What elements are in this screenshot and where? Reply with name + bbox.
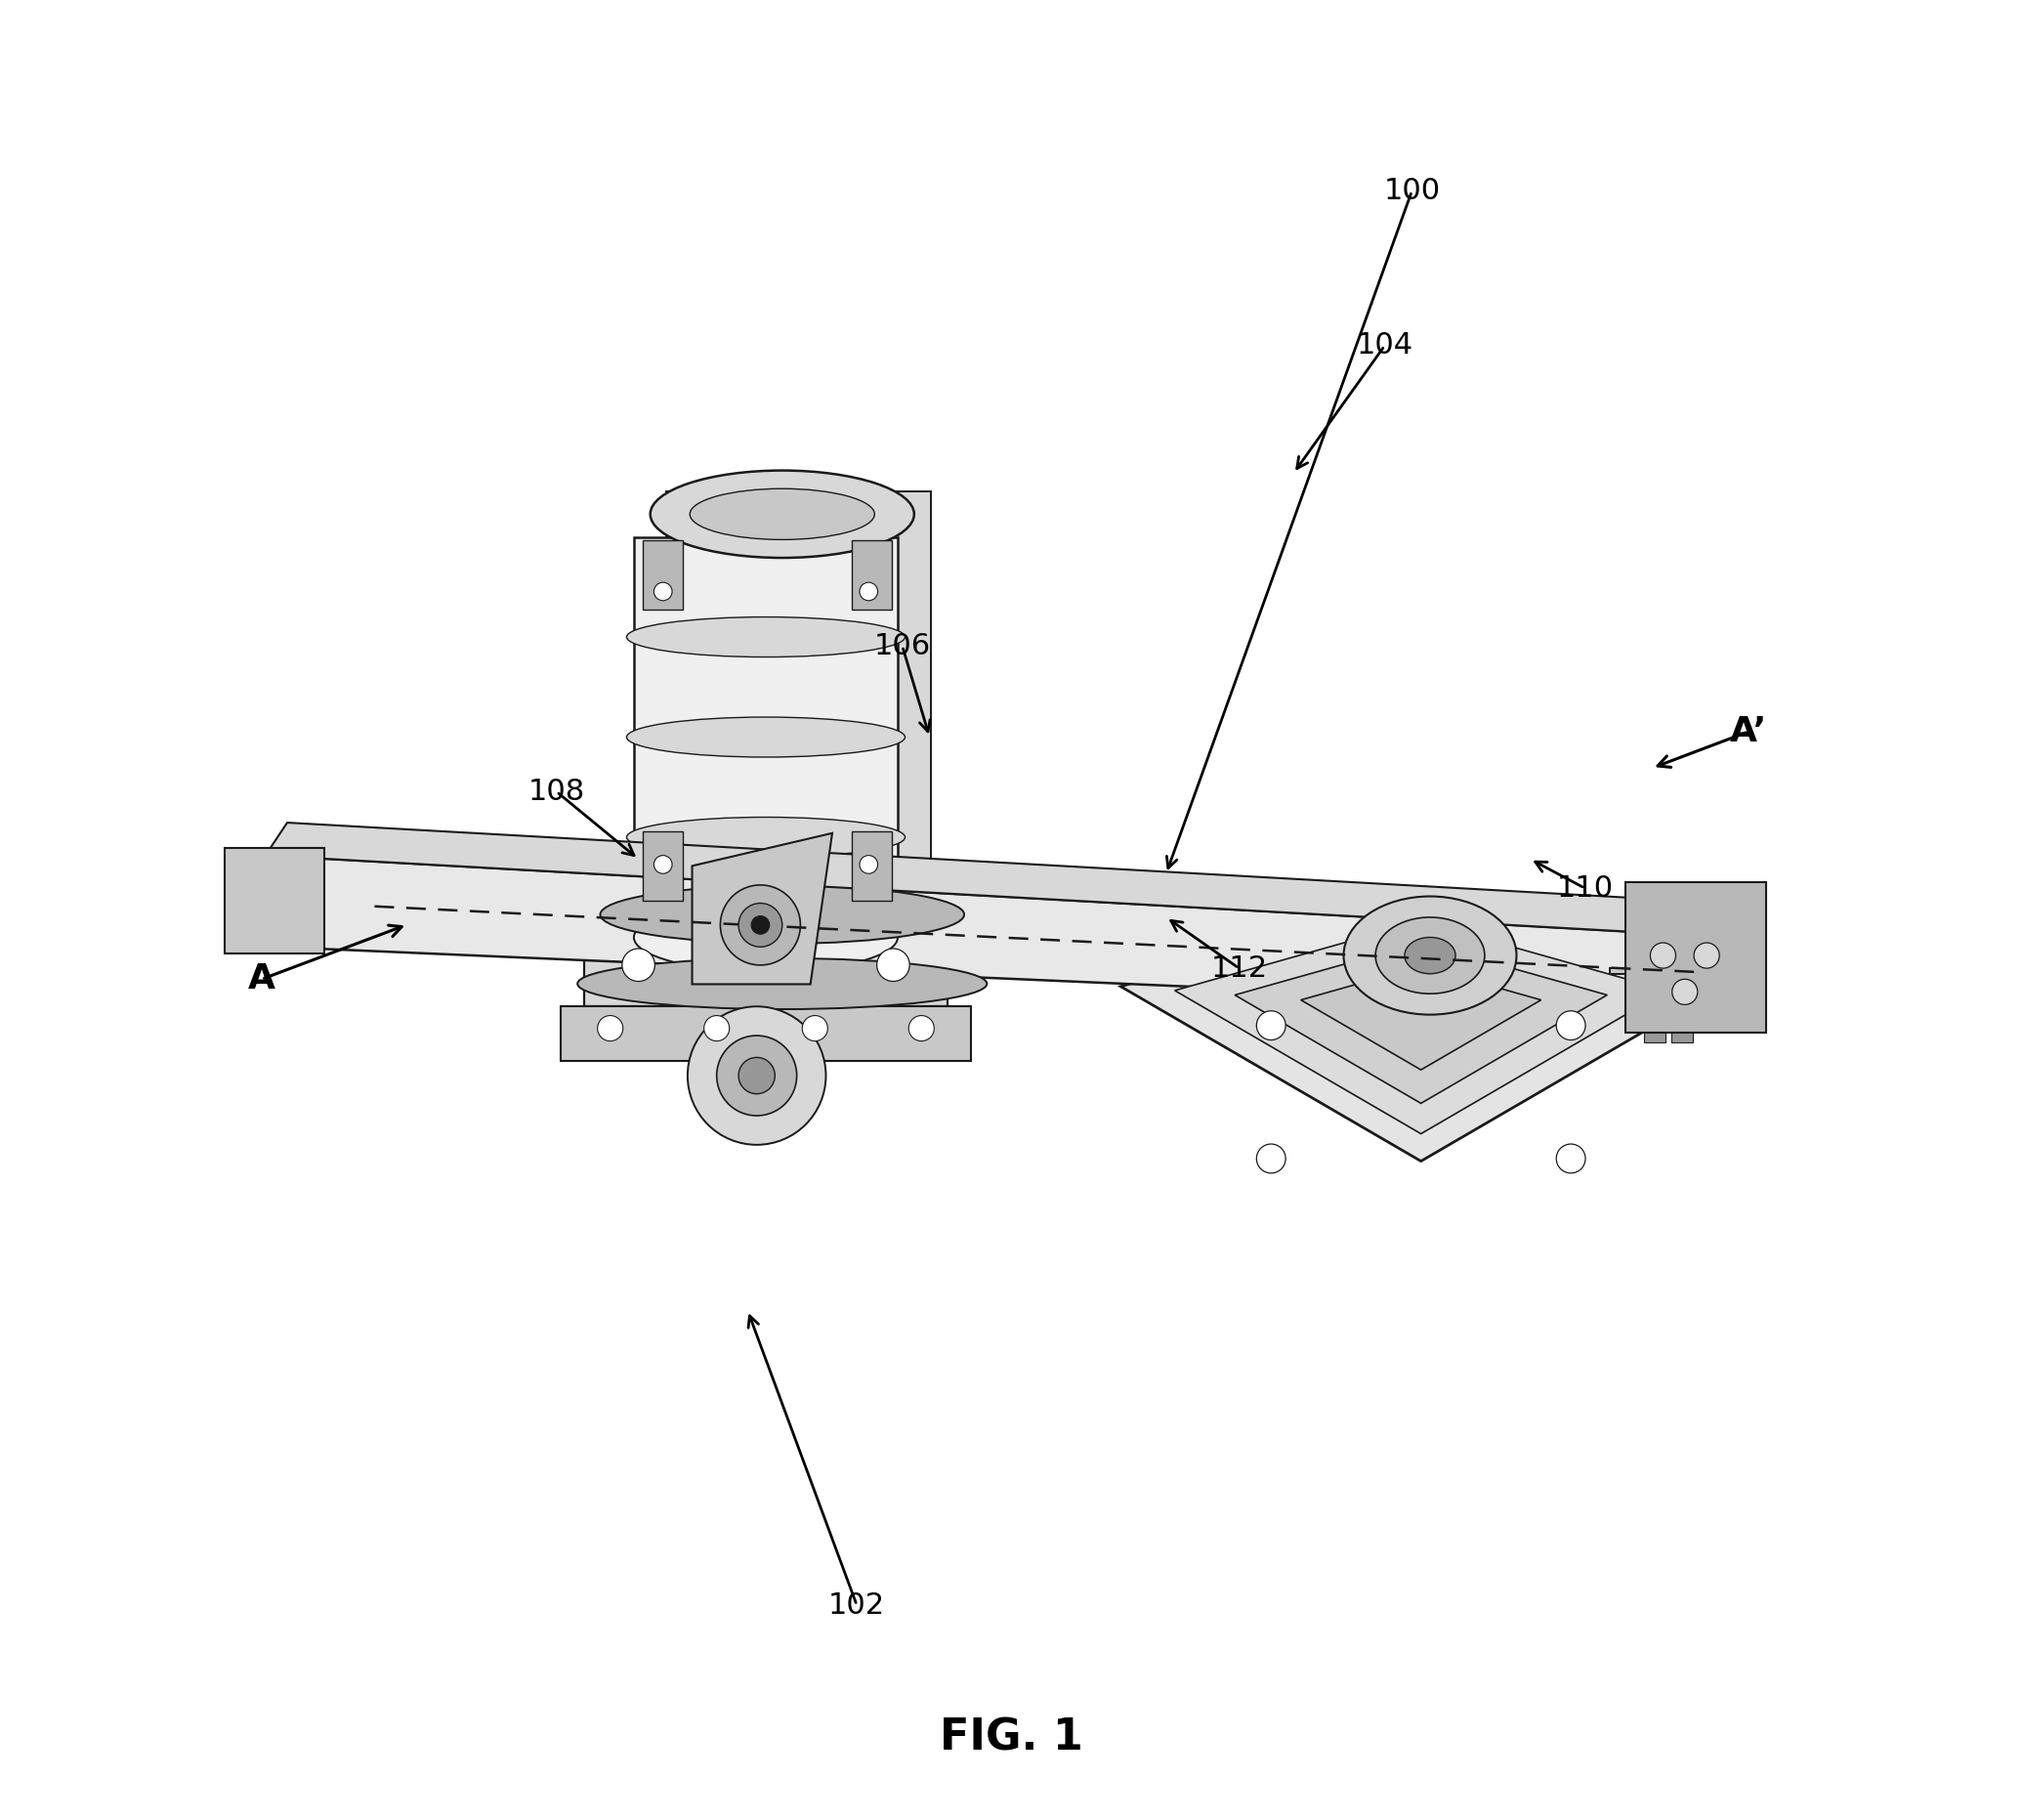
Text: FIG. 1: FIG. 1 — [941, 1716, 1082, 1760]
Ellipse shape — [1404, 937, 1455, 974]
Polygon shape — [668, 491, 931, 892]
Circle shape — [860, 582, 878, 601]
Ellipse shape — [649, 471, 914, 559]
Polygon shape — [1645, 1034, 1665, 1041]
Ellipse shape — [601, 886, 965, 943]
Ellipse shape — [1376, 917, 1485, 994]
Circle shape — [738, 903, 783, 946]
Circle shape — [716, 1036, 797, 1116]
Circle shape — [597, 1016, 623, 1041]
Text: 112: 112 — [1210, 954, 1266, 983]
Polygon shape — [1610, 968, 1651, 974]
Polygon shape — [265, 823, 1752, 937]
Ellipse shape — [627, 817, 904, 857]
Text: 100: 100 — [1384, 177, 1440, 206]
Ellipse shape — [627, 717, 904, 757]
Circle shape — [876, 948, 910, 981]
Circle shape — [688, 1006, 825, 1145]
Circle shape — [1651, 943, 1675, 968]
Text: 110: 110 — [1556, 874, 1612, 903]
Polygon shape — [560, 1006, 971, 1061]
Text: A’: A’ — [1730, 715, 1768, 748]
Circle shape — [1693, 943, 1720, 968]
Text: A: A — [249, 963, 275, 996]
Polygon shape — [1121, 901, 1722, 1161]
Polygon shape — [1626, 881, 1766, 1034]
Polygon shape — [585, 937, 949, 1006]
Circle shape — [720, 885, 801, 965]
Circle shape — [704, 1016, 730, 1041]
Polygon shape — [643, 541, 684, 610]
Circle shape — [1256, 1145, 1287, 1174]
Polygon shape — [692, 834, 831, 985]
Polygon shape — [852, 541, 892, 610]
Polygon shape — [1671, 1034, 1693, 1041]
Circle shape — [860, 855, 878, 874]
Text: 104: 104 — [1355, 331, 1412, 360]
Circle shape — [803, 1016, 827, 1041]
Circle shape — [738, 1057, 775, 1094]
Circle shape — [653, 582, 672, 601]
Circle shape — [1256, 1010, 1287, 1039]
Polygon shape — [1301, 966, 1542, 1070]
Ellipse shape — [690, 488, 874, 541]
Circle shape — [621, 948, 655, 981]
Text: 108: 108 — [528, 777, 585, 806]
Ellipse shape — [1343, 895, 1517, 1016]
Ellipse shape — [577, 957, 987, 1008]
Polygon shape — [1175, 921, 1667, 1134]
Polygon shape — [643, 832, 684, 901]
Polygon shape — [225, 848, 324, 954]
Ellipse shape — [633, 903, 898, 972]
Ellipse shape — [627, 617, 904, 657]
Polygon shape — [1234, 943, 1606, 1103]
Polygon shape — [617, 892, 981, 961]
Polygon shape — [265, 855, 1730, 1010]
Text: 102: 102 — [829, 1591, 886, 1620]
Circle shape — [1556, 1010, 1586, 1039]
Circle shape — [1556, 1145, 1586, 1174]
Circle shape — [751, 915, 769, 934]
Polygon shape — [633, 537, 898, 937]
Polygon shape — [852, 832, 892, 901]
Circle shape — [653, 855, 672, 874]
Circle shape — [908, 1016, 935, 1041]
Circle shape — [1673, 979, 1697, 1005]
Text: 106: 106 — [874, 632, 931, 661]
